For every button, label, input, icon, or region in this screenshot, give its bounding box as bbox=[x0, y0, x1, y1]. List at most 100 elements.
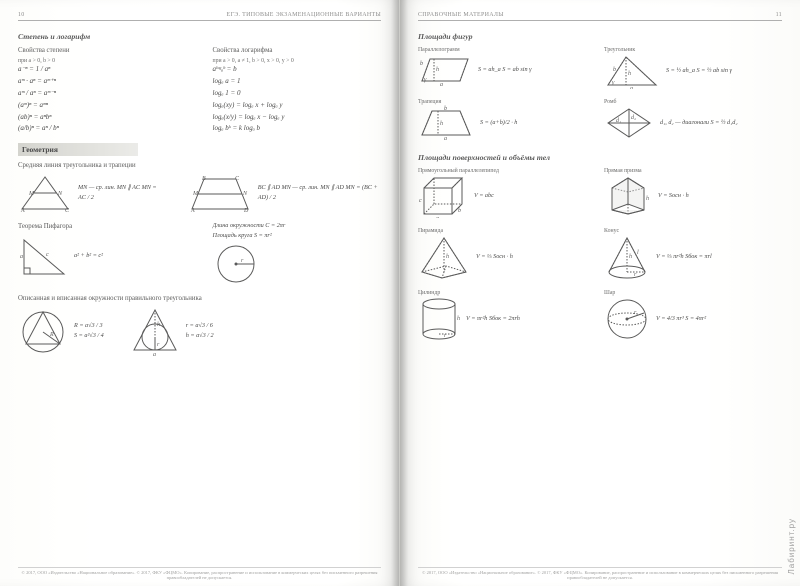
rhombus-f: d₁, d₂ — диагонали S = ½ d₁d₂ bbox=[660, 118, 738, 128]
svg-text:d₂: d₂ bbox=[631, 115, 636, 121]
trap-midline-text: BC ∥ AD MN — ср. лин. MN ∥ AD MN = (BC +… bbox=[258, 183, 381, 203]
powers-col: Свойства степени при a > 0, b > 0 a⁻ⁿ = … bbox=[18, 45, 187, 135]
pyramid-block: Пирамида h V = ⅓ Sосн · h bbox=[418, 228, 596, 280]
pyth-formula: a² + b² = c² bbox=[74, 251, 103, 261]
footer-left: © 2017, ООО «Издательство «Национальное … bbox=[18, 567, 381, 580]
cylinder-f: V = πr²h Sбок = 2πrh bbox=[466, 314, 520, 324]
section-title: Степень и логарифм bbox=[18, 32, 381, 41]
svg-text:D: D bbox=[243, 208, 249, 213]
circum-title: Описанная и вписанная окружности правиль… bbox=[18, 295, 381, 302]
svg-text:A: A bbox=[20, 208, 25, 213]
trapezoid-f: S = (a+b)/2 · h bbox=[480, 118, 517, 128]
circle-len: Длина окружности C = 2πr bbox=[213, 221, 382, 231]
svg-text:d₁: d₁ bbox=[616, 118, 621, 124]
pow-5: (a/b)ⁿ = aⁿ / bⁿ bbox=[18, 123, 187, 135]
circumscribed: R R = a√3 / 3 S = a²√3 / 4 bbox=[18, 306, 104, 356]
parallelogram-block: Параллелограмм bhaγ S = ah_a S = ab sin … bbox=[418, 47, 596, 89]
trapezoid-block: Трапеция bha S = (a+b)/2 · h bbox=[418, 99, 596, 141]
circum-R: R = a√3 / 3 bbox=[74, 322, 103, 329]
pow-2: aᵐ / aⁿ = aᵐ⁻ⁿ bbox=[18, 88, 187, 100]
midline-row: ACMN MN — ср. лин. MN ∥ AC MN = AC / 2 A… bbox=[18, 173, 381, 213]
pyramid-f: V = ⅓ Sосн · h bbox=[476, 252, 513, 262]
circum-row: R R = a√3 / 3 S = a²√3 / 4 r h a r = a√3 / … bbox=[18, 306, 381, 356]
pow-3: (aᵐ)ⁿ = aᵐⁿ bbox=[18, 100, 187, 112]
svg-text:a: a bbox=[630, 86, 633, 89]
svg-text:C: C bbox=[65, 208, 70, 213]
svg-text:R: R bbox=[49, 332, 54, 338]
triangle-f: S = ½ ah_a S = ½ ab sin γ bbox=[666, 66, 732, 76]
page-num-right: 11 bbox=[776, 12, 782, 18]
log-0: aˡᵒᵍₐᵇ = b bbox=[213, 64, 382, 76]
log-2: logₐ 1 = 0 bbox=[213, 88, 382, 100]
inscribed: r h a r = a√3 / 6 h = a√3 / 2 bbox=[130, 306, 214, 356]
header-left: 10 ЕГЭ. ТИПОВЫЕ ЭКЗАМЕНАЦИОННЫЕ ВАРИАНТЫ bbox=[18, 12, 381, 21]
svg-text:M: M bbox=[28, 191, 35, 197]
svg-text:A: A bbox=[190, 208, 195, 213]
log-5: logₐ bᵏ = k logₐ b bbox=[213, 123, 382, 135]
sphere-f: V = 4/3 πr³ S = 4πr² bbox=[656, 314, 706, 324]
svg-text:r: r bbox=[241, 258, 244, 264]
svg-text:γ: γ bbox=[424, 77, 427, 83]
watermark: Лабиринт.ру bbox=[787, 518, 796, 574]
volumes-title: Площади поверхностей и объёмы тел bbox=[418, 153, 782, 162]
svg-text:h: h bbox=[157, 322, 160, 328]
log-1: logₐ a = 1 bbox=[213, 76, 382, 88]
cuboid-f: V = abc bbox=[474, 191, 494, 201]
svg-text:b: b bbox=[458, 208, 461, 214]
power-log-columns: Свойства степени при a > 0, b > 0 a⁻ⁿ = … bbox=[18, 45, 381, 135]
circle-block: Длина окружности C = 2πr Площадь круга S… bbox=[213, 221, 382, 289]
svg-text:M: M bbox=[192, 191, 199, 197]
circle-area: Площадь круга S = πr² bbox=[213, 231, 382, 241]
log-3: logₐ(xy) = logₐ x + logₐ y bbox=[213, 100, 382, 112]
svg-text:B: B bbox=[202, 176, 206, 182]
svg-text:b: b bbox=[613, 67, 616, 73]
svg-text:C: C bbox=[235, 176, 240, 182]
svg-text:a: a bbox=[436, 216, 439, 218]
areas-title: Площади фигур bbox=[418, 32, 782, 41]
cuboid-block: Прямоугольный параллелепипед abc V = abc bbox=[418, 168, 596, 218]
svg-text:l: l bbox=[637, 250, 639, 256]
svg-text:a: a bbox=[440, 82, 443, 87]
geometry-bar: Геометрия bbox=[18, 143, 138, 156]
triangle-midline: ACMN MN — ср. лин. MN ∥ AC MN = AC / 2 bbox=[18, 173, 162, 213]
planar-grid: Параллелограмм bhaγ S = ah_a S = ab sin … bbox=[418, 47, 782, 141]
svg-text:h: h bbox=[457, 316, 460, 322]
svg-text:a: a bbox=[444, 136, 447, 141]
svg-text:b: b bbox=[444, 106, 447, 112]
prism-f: V = Sосн · h bbox=[658, 191, 689, 201]
circum-S: S = a²√3 / 4 bbox=[74, 332, 104, 339]
svg-text:h: h bbox=[646, 196, 649, 202]
pow-0: a⁻ⁿ = 1 / aⁿ bbox=[18, 64, 187, 76]
triangle-block: Треугольник bhaγ S = ½ ah_a S = ½ ab sin… bbox=[604, 47, 782, 89]
svg-text:h: h bbox=[436, 67, 439, 73]
page-right: СПРАВОЧНЫЕ МАТЕРИАЛЫ 11 Площади фигур Па… bbox=[400, 0, 800, 586]
solids-grid: Прямоугольный параллелепипед abc V = abc… bbox=[418, 168, 782, 342]
svg-text:b: b bbox=[420, 61, 423, 67]
svg-text:N: N bbox=[57, 191, 63, 197]
inscr-r: r = a√3 / 6 bbox=[186, 322, 213, 329]
svg-text:h: h bbox=[440, 121, 443, 127]
svg-text:a: a bbox=[153, 352, 156, 356]
pow-1: aᵐ · aⁿ = aᵐ⁺ⁿ bbox=[18, 76, 187, 88]
svg-text:c: c bbox=[419, 198, 422, 204]
page-num-left: 10 bbox=[18, 12, 25, 18]
sphere-block: Шар r V = 4/3 πr³ S = 4πr² bbox=[604, 290, 782, 342]
book-spread: 10 ЕГЭ. ТИПОВЫЕ ЭКЗАМЕНАЦИОННЫЕ ВАРИАНТЫ… bbox=[0, 0, 800, 586]
inscr-h: h = a√3 / 2 bbox=[186, 332, 214, 339]
trapezoid-midline: ADBCMN BC ∥ AD MN — ср. лин. MN ∥ AD MN … bbox=[188, 173, 381, 213]
header-text-right: СПРАВОЧНЫЕ МАТЕРИАЛЫ bbox=[418, 12, 504, 18]
rhombus-block: Ромб d₁d₂ d₁, d₂ — диагонали S = ½ d₁d₂ bbox=[604, 99, 782, 141]
pyth-title: Теорема Пифагора bbox=[18, 223, 187, 230]
pyth-block: Теорема Пифагора abc a² + b² = c² bbox=[18, 221, 187, 289]
svg-text:h: h bbox=[629, 254, 632, 260]
log-4: logₐ(x/y) = logₐ x − logₐ y bbox=[213, 112, 382, 124]
svg-text:a: a bbox=[20, 254, 23, 260]
svg-text:h: h bbox=[628, 71, 631, 77]
subhead-logs: Свойства логарифма bbox=[213, 47, 382, 54]
cone-block: Конус hrl V = ⅓ πr²h Sбок = πrl bbox=[604, 228, 782, 280]
svg-text:r: r bbox=[157, 342, 160, 348]
pyth-circle-row: Теорема Пифагора abc a² + b² = c² Длина … bbox=[18, 221, 381, 289]
svg-text:c: c bbox=[46, 252, 49, 258]
pow-4: (ab)ⁿ = aⁿbⁿ bbox=[18, 112, 187, 124]
prism-block: Прямая призма h V = Sосн · h bbox=[604, 168, 782, 218]
